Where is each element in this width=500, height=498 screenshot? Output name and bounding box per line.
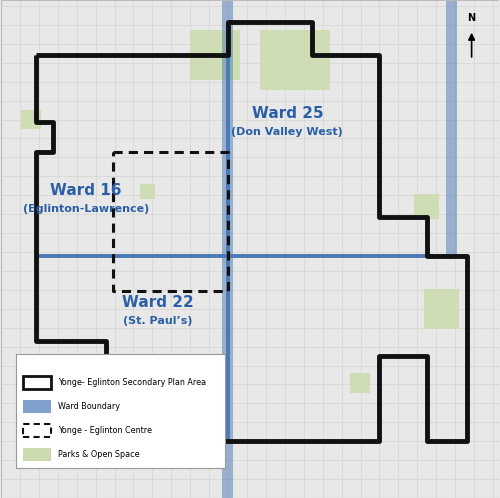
Bar xyxy=(446,0,457,259)
Bar xyxy=(140,184,156,199)
Text: N: N xyxy=(468,13,475,23)
Text: Ward 16: Ward 16 xyxy=(50,183,122,198)
Bar xyxy=(21,110,41,129)
Text: Ward Boundary: Ward Boundary xyxy=(58,402,120,411)
Text: (St. Paul’s): (St. Paul’s) xyxy=(123,316,192,326)
Bar xyxy=(222,0,233,498)
Bar xyxy=(24,400,51,413)
Bar xyxy=(24,448,51,461)
Text: Ward 22: Ward 22 xyxy=(122,295,194,310)
Bar xyxy=(260,30,330,90)
Bar xyxy=(24,376,51,389)
Text: Parks & Open Space: Parks & Open Space xyxy=(58,450,140,459)
Bar xyxy=(24,424,51,437)
Text: (Don Valley West): (Don Valley West) xyxy=(232,127,343,137)
Text: Yonge- Eglinton Secondary Plan Area: Yonge- Eglinton Secondary Plan Area xyxy=(58,378,206,387)
Text: Ward 25: Ward 25 xyxy=(252,106,323,121)
Text: (Eglinton-Lawrence): (Eglinton-Lawrence) xyxy=(22,204,149,214)
Bar xyxy=(414,194,439,219)
Text: Yonge - Eglinton Centre: Yonge - Eglinton Centre xyxy=(58,426,152,435)
Bar xyxy=(424,289,459,329)
Bar xyxy=(16,354,225,468)
Bar xyxy=(350,374,370,393)
Bar xyxy=(190,30,240,80)
